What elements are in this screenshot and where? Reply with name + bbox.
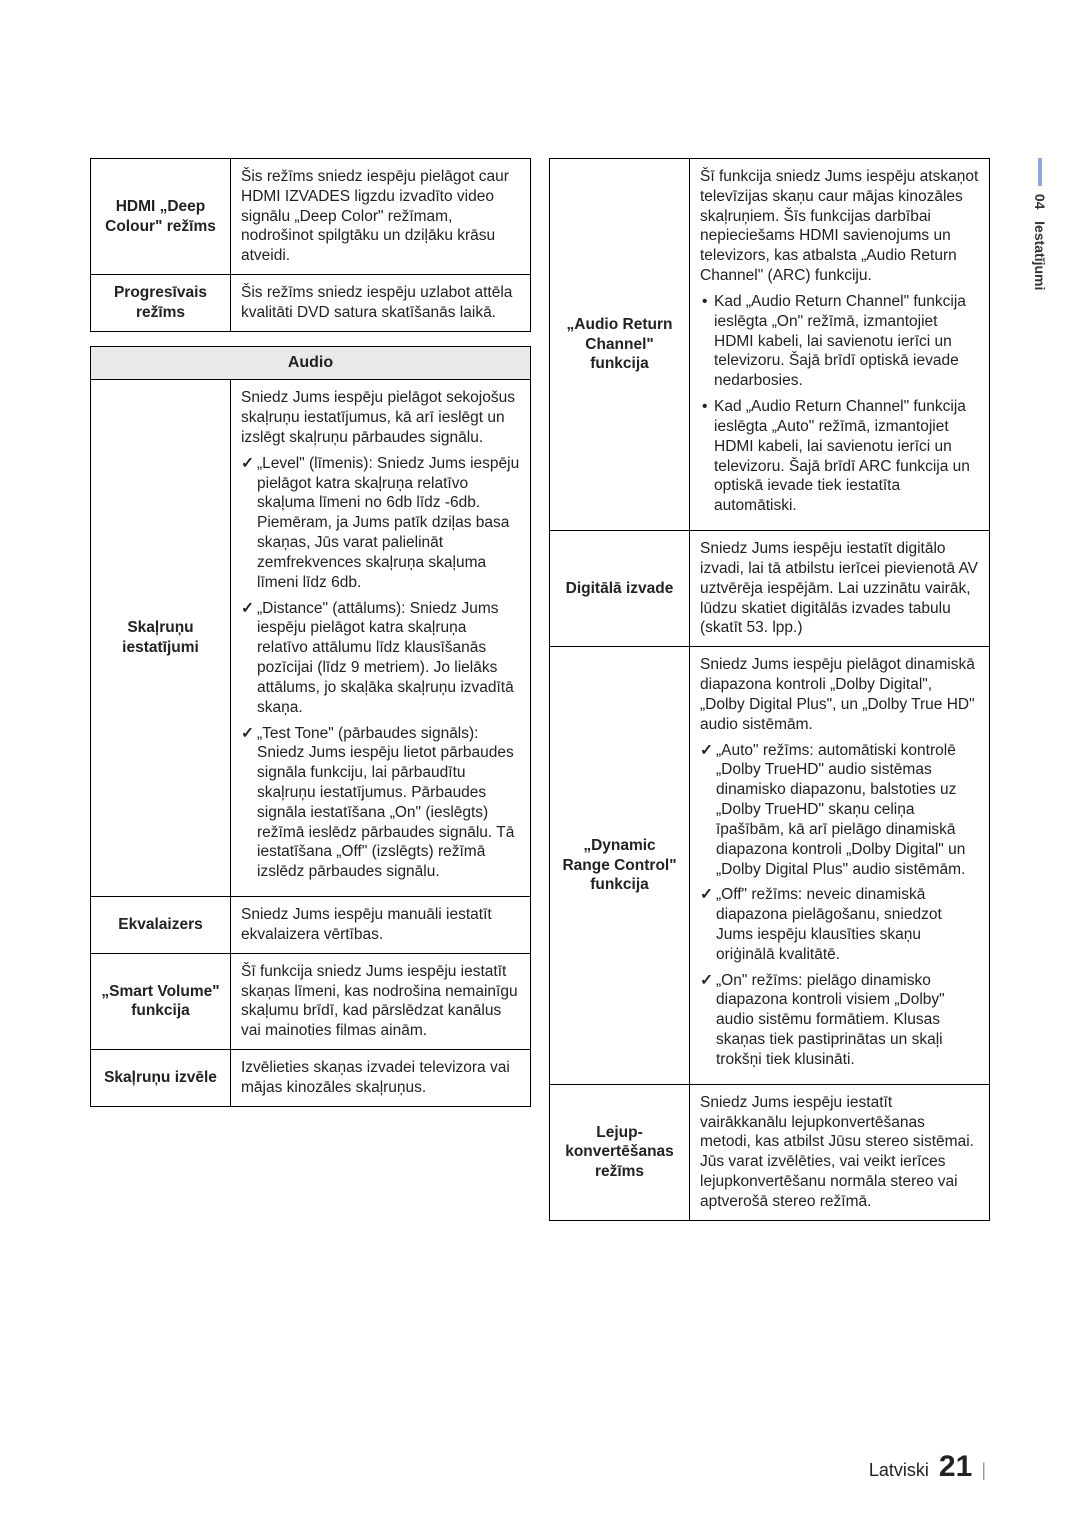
speaker-settings-desc: Sniedz Jums iespēju pielāgot sekojošus s… (231, 380, 531, 897)
arc-label: „Audio Return Channel" funkcija (550, 159, 690, 531)
left-table-1: HDMI „Deep Colour" režīms Šis režīms sni… (90, 158, 531, 332)
hdmi-deep-colour-label: HDMI „Deep Colour" režīms (91, 159, 231, 275)
drc-auto-item: „Auto" režīms: automātiski kontrolē „Dol… (700, 741, 979, 880)
right-table: „Audio Return Channel" funkcija Šī funkc… (549, 158, 990, 1221)
page-footer: Latviski 21 | (869, 1450, 990, 1484)
drc-on-item: „On" režīms: pielāgo dinamisko diapazona… (700, 971, 979, 1070)
side-tab-num: 04 (1032, 194, 1048, 210)
hdmi-deep-colour-desc: Šis režīms sniedz iespēju pielāgot caur … (231, 159, 531, 275)
progressive-mode-desc: Šis režīms sniedz iespēju uzlabot attēla… (231, 275, 531, 332)
arc-intro: Šī funkcija sniedz Jums iespēju atskaņot… (700, 167, 979, 286)
test-tone-item: „Test Tone" (pārbaudes signāls): Sniedz … (241, 724, 520, 883)
footer-lang: Latviski (869, 1460, 929, 1480)
left-table-audio: Audio Skaļruņu iestatījumi Sniedz Jums i… (90, 346, 531, 1107)
audio-header: Audio (91, 346, 531, 379)
speaker-settings-label: Skaļruņu iestatījumi (91, 380, 231, 897)
digital-output-label: Digitālā izvade (550, 531, 690, 647)
level-item: „Level" (līmenis): Sniedz Jums iespēju p… (241, 454, 520, 593)
distance-item: „Distance" (attālums): Sniedz Jums iespē… (241, 599, 520, 718)
speaker-settings-intro: Sniedz Jums iespēju pielāgot sekojošus s… (241, 388, 520, 447)
right-column: „Audio Return Channel" funkcija Šī funkc… (549, 158, 990, 1221)
drc-label: „Dynamic Range Control" funkcija (550, 647, 690, 1085)
smart-volume-label: „Smart Volume" funkcija (91, 953, 231, 1049)
footer-page: 21 (939, 1450, 972, 1483)
left-column: HDMI „Deep Colour" režīms Šis režīms sni… (90, 158, 531, 1221)
arc-auto-bullet: Kad „Audio Return Channel" funkcija iesl… (700, 397, 979, 516)
digital-output-desc: Sniedz Jums iespēju iestatīt digitālo iz… (690, 531, 990, 647)
arc-on-bullet: Kad „Audio Return Channel" funkcija iesl… (700, 292, 979, 391)
equalizer-desc: Sniedz Jums iespēju manuāli iestatīt ekv… (231, 897, 531, 954)
speaker-select-desc: Izvēlieties skaņas izvadei televizora va… (231, 1050, 531, 1107)
drc-desc: Sniedz Jums iespēju pielāgot dinamiskā d… (690, 647, 990, 1085)
equalizer-label: Ekvalaizers (91, 897, 231, 954)
drc-intro: Sniedz Jums iespēju pielāgot dinamiskā d… (700, 655, 979, 734)
downmix-label: Lejup-konvertēšanas režīms (550, 1084, 690, 1220)
side-tab: 04 Iestatījumi (1032, 158, 1048, 290)
side-tab-text: Iestatījumi (1032, 221, 1048, 290)
drc-off-item: „Off" režīms: neveic dinamiskā diapazona… (700, 885, 979, 964)
arc-desc: Šī funkcija sniedz Jums iespēju atskaņot… (690, 159, 990, 531)
progressive-mode-label: Progresīvais režīms (91, 275, 231, 332)
smart-volume-desc: Šī funkcija sniedz Jums iespēju iestatīt… (231, 953, 531, 1049)
downmix-desc: Sniedz Jums iespēju iestatīt vairākkanāl… (690, 1084, 990, 1220)
speaker-select-label: Skaļruņu izvēle (91, 1050, 231, 1107)
